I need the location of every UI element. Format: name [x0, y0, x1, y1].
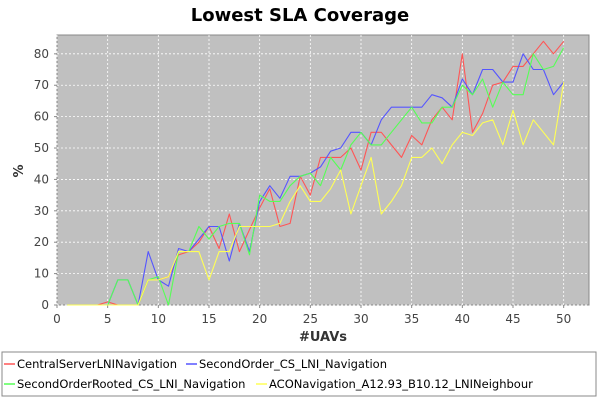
- y-tick-label: 50: [34, 141, 49, 155]
- legend-item: SecondOrder_CS_LNI_Navigation: [186, 357, 387, 371]
- legend-box: [1, 351, 597, 397]
- x-tick-label: 45: [505, 312, 520, 326]
- y-tick-label: 40: [34, 172, 49, 186]
- legend-label: SecondOrderRooted_CS_LNI_Navigation: [17, 377, 245, 391]
- y-tick-label: 0: [41, 298, 49, 312]
- legend-item: ACONavigation_A12.93_B10.12_LNINeighbour: [256, 377, 533, 391]
- axis-ticks: 0 5 10 15 20 25 30 35 40 45 50 0 10 20 30 40 50 60 70 80: [34, 47, 572, 326]
- chart-title: Lowest SLA Coverage: [191, 5, 410, 26]
- y-tick-label: 70: [34, 78, 49, 92]
- y-tick-label: 10: [34, 267, 49, 281]
- legend-label: CentralServerLNINavigation: [17, 357, 177, 371]
- legend-label: SecondOrder_CS_LNI_Navigation: [199, 357, 387, 371]
- y-tick-label: 80: [34, 47, 49, 61]
- x-tick-label: 15: [201, 312, 216, 326]
- x-axis-label: #UAVs: [299, 330, 347, 345]
- y-tick-label: 60: [34, 110, 49, 124]
- y-axis-label: %: [12, 164, 27, 177]
- y-tick-label: 20: [34, 235, 49, 249]
- legend: CentralServerLNINavigation SecondOrder_CS…: [4, 357, 533, 391]
- series-lines: [67, 40, 565, 306]
- legend-item: CentralServerLNINavigation: [4, 357, 177, 371]
- legend-label: ACONavigation_A12.93_B10.12_LNINeighbour: [269, 377, 533, 391]
- plot-area: [56, 34, 590, 306]
- x-tick-label: 50: [556, 312, 571, 326]
- x-tick-label: 25: [303, 312, 318, 326]
- x-tick-label: 30: [353, 312, 368, 326]
- series-line-4: [67, 82, 565, 306]
- x-tick-label: 35: [404, 312, 419, 326]
- x-tick-label: 5: [104, 312, 112, 326]
- legend-item: SecondOrderRooted_CS_LNI_Navigation: [4, 377, 245, 391]
- x-tick-label: 10: [151, 312, 166, 326]
- x-tick-label: 20: [252, 312, 267, 326]
- x-tick-label: 0: [53, 312, 61, 326]
- x-tick-label: 40: [455, 312, 470, 326]
- y-tick-label: 30: [34, 204, 49, 218]
- series-line-2: [67, 53, 565, 306]
